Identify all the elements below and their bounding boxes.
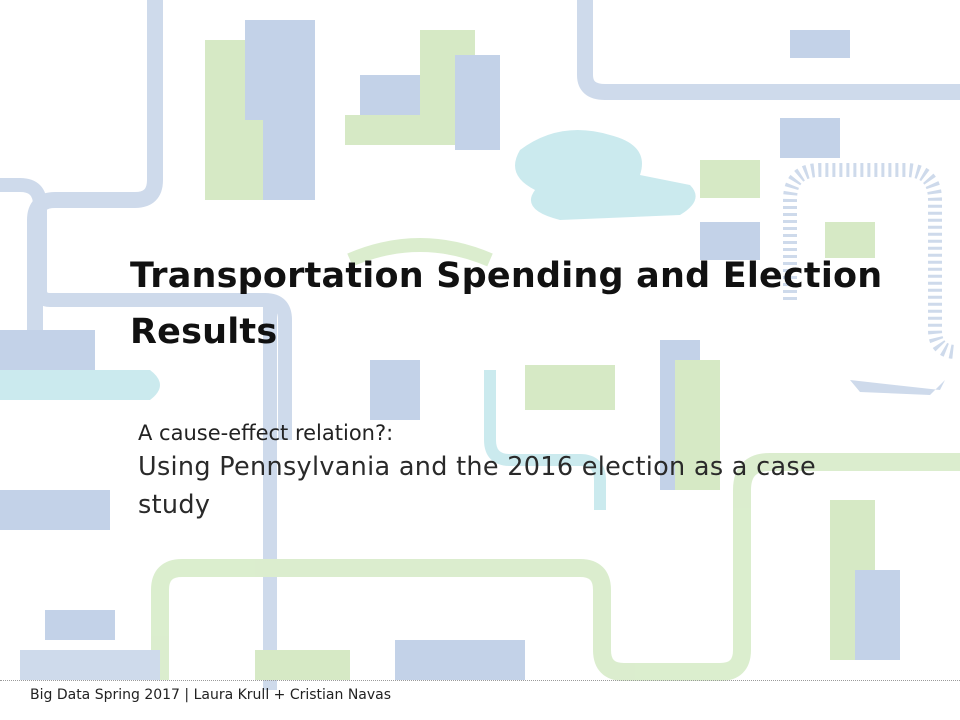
warehouse — [255, 650, 350, 680]
containers — [20, 650, 160, 680]
building-center-1 — [370, 360, 420, 420]
house-1 — [780, 118, 840, 158]
building-blue-cluster-3 — [455, 55, 500, 150]
building-center-2 — [525, 365, 615, 410]
ship — [0, 330, 95, 370]
truck — [790, 30, 850, 58]
subtitle-lead: A cause-effect relation?: — [138, 421, 394, 445]
factory — [395, 640, 525, 680]
slide-title: Transportation Spending and Election Res… — [130, 256, 883, 352]
crane-bottom-left — [45, 610, 115, 640]
subtitle-main: Using Pennsylvania and the 2016 election… — [138, 452, 816, 520]
footer-divider — [0, 680, 960, 681]
railway-loop — [783, 163, 958, 359]
tower-green — [675, 360, 720, 490]
road-teal-lower-middle — [484, 370, 606, 510]
house-3 — [700, 222, 760, 260]
slide-footer: Big Data Spring 2017 | Laura Krull + Cri… — [30, 687, 392, 703]
road-blue-top-right — [577, 0, 960, 100]
house-4 — [825, 222, 875, 258]
road-green-bottom-loop — [151, 453, 960, 681]
road-blue-middle — [0, 178, 292, 440]
tower-right-blue — [855, 570, 900, 660]
lake-teal — [515, 130, 696, 220]
subtitle-block: A cause-effect relation?: Using Pennsylv… — [138, 418, 818, 524]
building-green-short — [218, 120, 263, 200]
water-left — [0, 370, 160, 400]
plane — [850, 380, 945, 395]
house-2 — [700, 160, 760, 198]
boat — [0, 490, 110, 530]
title-block: Transportation Spending and Election Res… — [130, 248, 920, 360]
road-green-center-bridge — [347, 238, 493, 267]
building-green-base — [345, 115, 455, 145]
